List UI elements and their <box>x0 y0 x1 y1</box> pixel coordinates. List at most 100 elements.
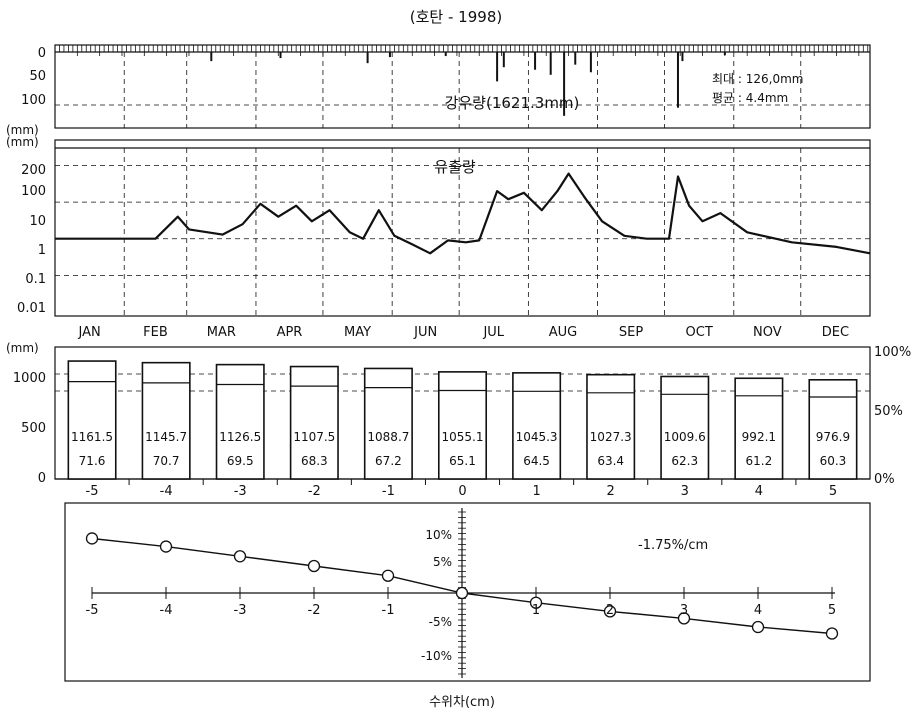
runoff-unit-label: (mm) <box>6 135 39 149</box>
month-labels: JAN FEB MAR APR MAY JUN JUL AUG SEP OCT NOV DEC <box>77 325 849 340</box>
sensitivity-x-label: -4 <box>160 603 173 618</box>
storage-bar <box>660 375 710 480</box>
storage-ytick-100pct: 100% <box>874 345 911 360</box>
sensitivity-x-labels: -5 -4 -3 -2 -1 1 2 3 4 5 <box>86 603 837 618</box>
sens-ytick-5: 5% <box>433 555 452 569</box>
storage-category-label: -1 <box>382 484 395 499</box>
storage-unit-label: (mm) <box>6 341 39 355</box>
rain-unit-label: (mm) <box>6 123 39 137</box>
runoff-frame <box>54 139 871 317</box>
runoff-ytick-1: 1 <box>38 243 46 258</box>
month-label: JAN <box>77 325 100 340</box>
storage-category-label: 5 <box>829 484 837 499</box>
month-label: AUG <box>549 325 577 340</box>
storage-percent-label: 70.7 <box>153 454 180 468</box>
storage-ytick-500: 500 <box>21 421 46 436</box>
storage-percent-label: 60.3 <box>820 454 847 468</box>
storage-percent-label: 68.3 <box>301 454 328 468</box>
sensitivity-x-label: 3 <box>680 603 688 618</box>
sens-ytick-10: 10% <box>425 528 452 542</box>
storage-value-label: 1055.1 <box>442 430 484 444</box>
runoff-ytick-0.1: 0.1 <box>25 272 46 287</box>
sensitivity-point <box>825 627 839 640</box>
runoff-panel: (mm) 200 100 10 1 0.1 0.01 유출량 JAN FEB MAR… <box>6 135 871 340</box>
storage-bar <box>437 371 488 480</box>
rain-ytick-50: 50 <box>29 69 46 84</box>
sensitivity-x-label: -1 <box>382 603 395 618</box>
storage-value-label: 1027.3 <box>590 430 632 444</box>
month-label: MAY <box>344 325 371 340</box>
runoff-title: 유출량 <box>434 158 476 176</box>
storage-percent-label: 63.4 <box>597 454 624 468</box>
storage-category-label: 2 <box>607 484 615 499</box>
sensitivity-points <box>85 532 839 640</box>
storage-category-label: 4 <box>755 484 763 499</box>
month-label: JUN <box>413 325 437 340</box>
storage-bar <box>512 372 562 480</box>
month-label: NOV <box>753 325 782 340</box>
sensitivity-panel: 10% 5% -5% -10% -1.75%/cm -5 -4 -3 -2 -1 1 2 3 4… <box>64 502 871 710</box>
runoff-ytick-100: 100 <box>21 184 46 199</box>
storage-percent-label: 64.5 <box>523 454 550 468</box>
sensitivity-x-label: -3 <box>234 603 247 618</box>
rain-ytick-100: 100 <box>21 93 46 108</box>
storage-bar <box>215 363 265 480</box>
rain-ytick-0: 0 <box>38 46 46 61</box>
sensitivity-x-label: -2 <box>308 603 321 618</box>
storage-percent-label: 67.2 <box>375 454 402 468</box>
storage-bar <box>808 379 858 480</box>
storage-ytick-1000: 1000 <box>13 371 46 386</box>
storage-ytick-0pct: 0% <box>874 472 895 487</box>
storage-panel: 1161.5 71.6 1145.7 70.7 1126.5 69.5 1107.5 68.3… <box>6 341 911 499</box>
storage-bar <box>363 367 413 480</box>
storage-value-label: 1088.7 <box>367 430 409 444</box>
storage-category-label: -2 <box>308 484 321 499</box>
storage-bars: 1161.5 71.6 1145.7 70.7 1126.5 69.5 1107.5 68.3… <box>67 360 858 480</box>
sensitivity-point <box>381 569 395 582</box>
storage-value-label: 992.1 <box>742 430 776 444</box>
rainfall-title: 강우량(1621.3mm) <box>445 94 580 112</box>
month-label: MAR <box>207 325 236 340</box>
sensitivity-x-label: 2 <box>606 603 614 618</box>
storage-category-labels: -5 -4 -3 -2 -1 0 1 2 3 4 5 <box>86 479 837 499</box>
storage-value-label: 1045.3 <box>516 430 558 444</box>
storage-category-label: 0 <box>458 484 466 499</box>
storage-category-label: -5 <box>86 484 99 499</box>
sensitivity-point <box>159 540 173 553</box>
month-label: DEC <box>822 325 849 340</box>
storage-category-label: 3 <box>681 484 689 499</box>
sensitivity-x-label: 4 <box>754 603 762 618</box>
storage-category-label: -3 <box>234 484 247 499</box>
figure-title: (호탄 - 1998) <box>410 8 502 26</box>
storage-value-label: 1009.6 <box>664 430 706 444</box>
storage-percent-label: 71.6 <box>79 454 106 468</box>
sensitivity-point <box>85 532 99 545</box>
sensitivity-x-label: -5 <box>86 603 99 618</box>
runoff-ytick-10: 10 <box>29 214 46 229</box>
runoff-ytick-0.01: 0.01 <box>17 301 46 316</box>
sens-slope-label: -1.75%/cm <box>638 538 708 553</box>
month-label: JUL <box>482 325 504 340</box>
sens-ytick-neg10: -10% <box>421 649 452 663</box>
sensitivity-frame <box>64 502 871 682</box>
rainfall-frame <box>54 44 871 129</box>
month-label: APR <box>277 325 303 340</box>
storage-percent-label: 65.1 <box>449 454 476 468</box>
storage-bar <box>67 360 117 480</box>
sensitivity-point <box>307 559 321 573</box>
storage-percent-label: 62.3 <box>671 454 698 468</box>
storage-value-label: 976.9 <box>816 430 850 444</box>
sensitivity-point <box>751 620 765 634</box>
storage-category-label: -4 <box>160 484 173 499</box>
storage-bar <box>586 373 636 480</box>
storage-value-label: 1161.5 <box>71 430 113 444</box>
sensitivity-xlabel: 수위차(cm) <box>429 695 495 710</box>
month-label: OCT <box>686 325 713 340</box>
sensitivity-point <box>603 605 617 618</box>
rainfall-bars <box>210 52 726 116</box>
runoff-ytick-200: 200 <box>21 163 46 178</box>
sensitivity-x-label: 1 <box>532 603 540 618</box>
month-label: FEB <box>143 325 168 340</box>
storage-bar <box>734 377 784 480</box>
